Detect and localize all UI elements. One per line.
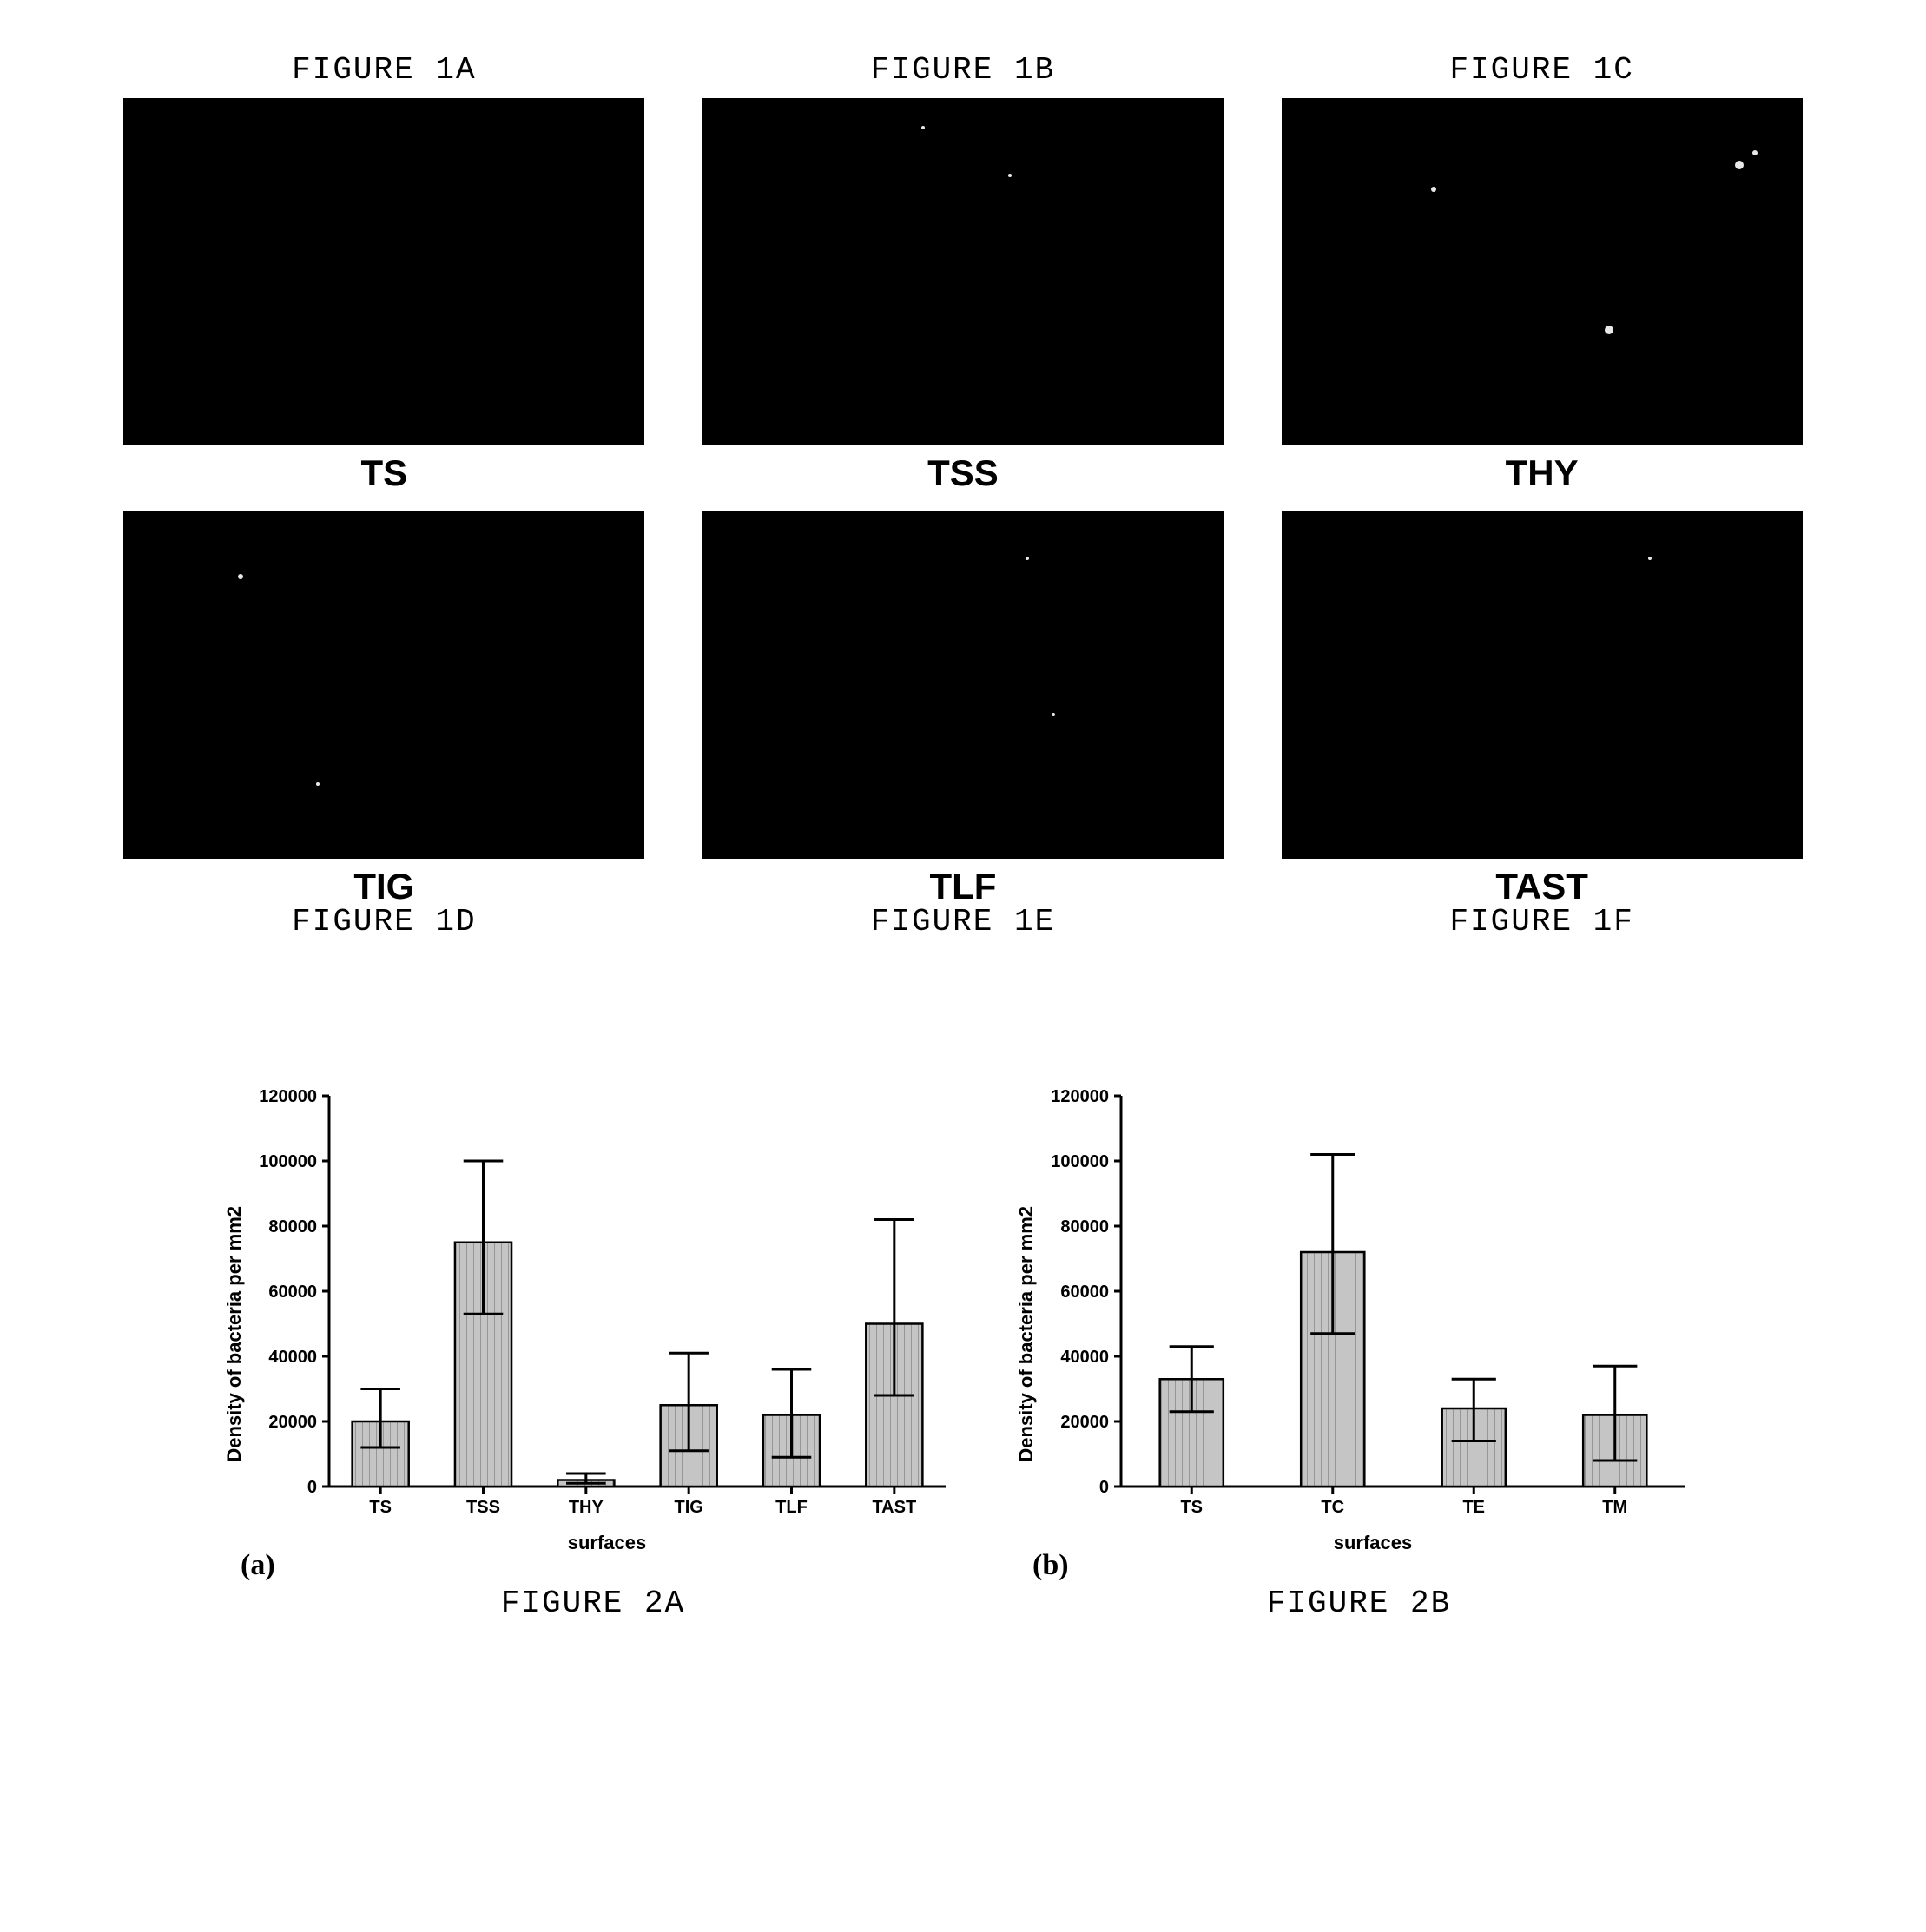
svg-text:TSS: TSS: [466, 1498, 500, 1517]
svg-text:120000: 120000: [259, 1087, 317, 1106]
chart-2b-block: Density of bacteria per mm2 0 20000 40000 6…: [1015, 1078, 1703, 1621]
svg-text:60000: 60000: [1060, 1283, 1109, 1302]
svg-text:100000: 100000: [1051, 1152, 1109, 1171]
chart-caption: FIGURE 2A: [501, 1586, 685, 1621]
figure1-grid: FIGURE 1A TS FIGURE 1B TSS FIGURE 1C THY…: [112, 52, 1814, 940]
svg-text:TE: TE: [1462, 1498, 1485, 1517]
micrograph-ts: [123, 98, 644, 445]
chart-xlabel: surfaces: [1043, 1532, 1703, 1554]
panel-caption: FIGURE 1C: [1449, 52, 1633, 88]
chart-caption: FIGURE 2B: [1267, 1586, 1451, 1621]
panel-1b: FIGURE 1B TSS: [691, 52, 1236, 494]
panel-caption: FIGURE 1B: [871, 52, 1055, 88]
svg-text:THY: THY: [569, 1498, 604, 1517]
svg-text:120000: 120000: [1051, 1087, 1109, 1106]
panel-label: THY: [1506, 452, 1579, 494]
panel-1a: FIGURE 1A TS: [112, 52, 656, 494]
svg-text:40000: 40000: [268, 1348, 317, 1367]
svg-text:TM: TM: [1602, 1498, 1627, 1517]
chart-2a-block: Density of bacteria per mm2 0 20000 40000 6…: [223, 1078, 963, 1621]
svg-text:60000: 60000: [268, 1283, 317, 1302]
svg-text:TS: TS: [369, 1498, 392, 1517]
panel-label: TIG: [353, 866, 414, 907]
svg-text:100000: 100000: [259, 1152, 317, 1171]
chart-ylabel: Density of bacteria per mm2: [223, 1171, 246, 1462]
svg-text:80000: 80000: [1060, 1217, 1109, 1236]
panel-caption: FIGURE 1F: [1449, 904, 1633, 940]
micrograph-tlf: [702, 511, 1224, 859]
svg-text:0: 0: [1099, 1478, 1109, 1497]
panel-1e: TLF FIGURE 1E: [691, 511, 1236, 940]
svg-text:TS: TS: [1180, 1498, 1203, 1517]
svg-text:0: 0: [307, 1478, 317, 1497]
svg-text:20000: 20000: [1060, 1413, 1109, 1432]
svg-text:20000: 20000: [268, 1413, 317, 1432]
svg-text:TC: TC: [1321, 1498, 1344, 1517]
panel-1d: TIG FIGURE 1D: [112, 511, 656, 940]
panel-label: TLF: [930, 866, 997, 907]
panel-label: TSS: [927, 452, 999, 494]
bar-chart-2b: 0 20000 40000 60000 80000 100000 120000 TS TC TE T…: [1043, 1078, 1703, 1530]
chart-ylabel: Density of bacteria per mm2: [1015, 1171, 1038, 1462]
svg-text:TIG: TIG: [674, 1498, 702, 1517]
micrograph-tast: [1282, 511, 1803, 859]
svg-text:80000: 80000: [268, 1217, 317, 1236]
panel-label: TS: [360, 452, 407, 494]
svg-text:40000: 40000: [1060, 1348, 1109, 1367]
svg-text:TAST: TAST: [872, 1498, 916, 1517]
panel-1c: FIGURE 1C THY: [1270, 52, 1814, 494]
svg-text:TLF: TLF: [775, 1498, 808, 1517]
micrograph-thy: [1282, 98, 1803, 445]
panel-1f: TAST FIGURE 1F: [1270, 511, 1814, 940]
panel-caption: FIGURE 1E: [871, 904, 1055, 940]
micrograph-tss: [702, 98, 1224, 445]
bar-chart-2a: 0 20000 40000 60000 80000 100000 120000 TS TSS TH…: [251, 1078, 963, 1530]
micrograph-tig: [123, 511, 644, 859]
figure2-row: Density of bacteria per mm2 0 20000 40000 6…: [35, 1078, 1891, 1621]
panel-caption: FIGURE 1A: [292, 52, 476, 88]
chart-xlabel: surfaces: [251, 1532, 963, 1554]
panel-caption: FIGURE 1D: [292, 904, 476, 940]
panel-label: TAST: [1495, 866, 1588, 907]
